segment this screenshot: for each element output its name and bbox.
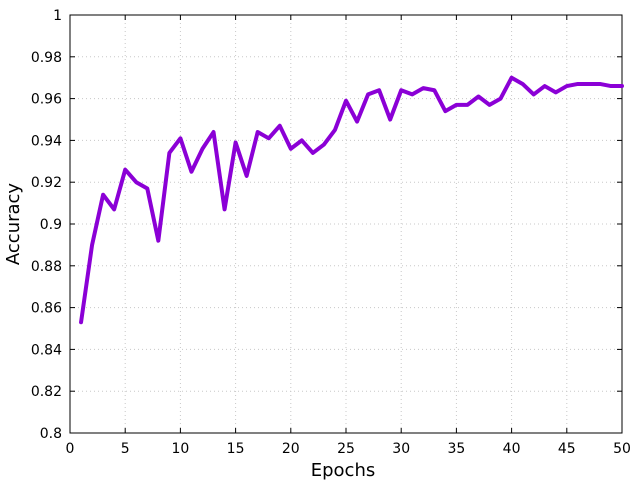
- data-point: [80, 321, 82, 323]
- data-point: [179, 137, 181, 139]
- data-point: [555, 91, 557, 93]
- data-point: [433, 89, 435, 91]
- data-point: [124, 169, 126, 171]
- data-point: [301, 139, 303, 141]
- axis-ticks: [69, 14, 623, 434]
- data-point: [378, 89, 380, 91]
- y-tick-label: 0.8: [40, 426, 62, 442]
- data-point: [533, 93, 535, 95]
- y-tick-label: 0.94: [31, 133, 62, 149]
- data-point: [213, 131, 215, 133]
- x-axis-label: Epochs: [311, 460, 376, 480]
- data-point: [168, 152, 170, 154]
- data-point: [257, 131, 259, 133]
- data-point: [102, 194, 104, 196]
- data-point: [500, 98, 502, 100]
- data-point: [544, 85, 546, 87]
- y-tick-label: 0.92: [31, 175, 62, 191]
- x-tick-label: 35: [447, 441, 465, 457]
- data-point: [201, 148, 203, 150]
- y-tick-label: 0.96: [31, 92, 62, 108]
- x-tick-label: 40: [503, 441, 521, 457]
- data-point: [356, 121, 358, 123]
- y-tick-label: 0.86: [31, 301, 62, 317]
- data-point: [235, 141, 237, 143]
- data-point: [389, 119, 391, 120]
- data-point: [466, 104, 468, 106]
- data-point: [323, 144, 325, 146]
- x-tick-label: 20: [282, 441, 300, 457]
- series-group: [79, 75, 624, 325]
- y-tick-label: 0.98: [31, 50, 62, 66]
- data-point: [268, 137, 270, 139]
- data-point: [146, 187, 148, 189]
- y-tick-label: 0.88: [31, 259, 62, 275]
- data-point: [422, 87, 424, 89]
- data-point: [489, 104, 491, 106]
- x-tick-label: 5: [121, 441, 130, 457]
- data-point: [444, 110, 446, 112]
- data-point: [157, 240, 159, 242]
- data-point: [279, 125, 281, 127]
- data-point: [367, 93, 369, 95]
- data-point: [610, 85, 612, 87]
- data-point: [511, 77, 513, 79]
- data-point: [312, 152, 314, 154]
- data-point: [224, 208, 226, 210]
- data-point: [113, 208, 115, 210]
- x-axis-tick-labels: 0 5 10 15 20 25 30 35 40 45 50: [66, 441, 631, 457]
- data-point: [477, 96, 479, 98]
- y-axis-label: Accuracy: [3, 183, 24, 266]
- y-tick-label: 0.84: [31, 342, 62, 358]
- data-point: [588, 83, 590, 85]
- data-point: [522, 83, 524, 85]
- x-tick-label: 45: [558, 441, 576, 457]
- y-tick-label: 0.82: [31, 384, 62, 400]
- data-point: [190, 171, 192, 173]
- x-tick-label: 25: [337, 441, 355, 457]
- data-point: [246, 175, 248, 177]
- data-point: [345, 100, 347, 102]
- data-point: [621, 85, 623, 87]
- data-point: [135, 181, 137, 183]
- y-tick-label: 1: [53, 8, 62, 24]
- series-line: [79, 75, 624, 325]
- x-tick-label: 10: [171, 441, 189, 457]
- data-point: [599, 83, 601, 85]
- x-tick-label: 50: [613, 441, 631, 457]
- x-tick-label: 0: [66, 441, 75, 457]
- x-tick-label: 30: [392, 441, 410, 457]
- data-point: [334, 129, 336, 131]
- data-point: [455, 104, 457, 106]
- x-tick-label: 15: [227, 441, 245, 457]
- data-point: [400, 89, 402, 91]
- data-point: [290, 148, 292, 150]
- y-tick-label: 0.9: [40, 217, 62, 233]
- y-axis-tick-labels: 0.8 0.82 0.84 0.86 0.88 0.9 0.92 0.94 0.96 0.98 1: [31, 8, 62, 442]
- data-point: [577, 83, 579, 85]
- data-point: [566, 85, 568, 87]
- data-point: [411, 93, 413, 95]
- data-point: [91, 244, 93, 246]
